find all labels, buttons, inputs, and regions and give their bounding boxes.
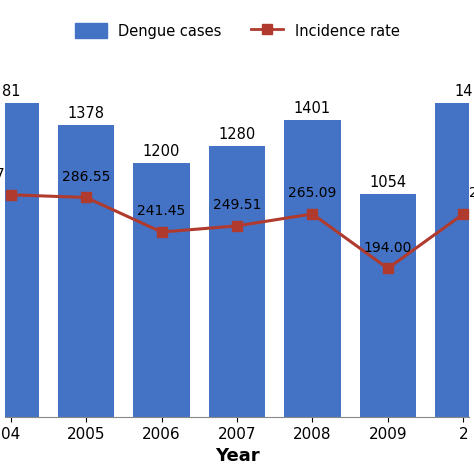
Text: 265.09: 265.09 bbox=[288, 186, 337, 200]
Bar bbox=[58, 125, 114, 417]
X-axis label: Year: Year bbox=[215, 447, 259, 465]
Bar bbox=[360, 194, 416, 417]
Bar bbox=[209, 146, 265, 417]
Text: 241.45: 241.45 bbox=[137, 204, 186, 218]
Text: 194.00: 194.00 bbox=[364, 241, 412, 255]
Bar bbox=[0, 103, 39, 417]
Text: 1054: 1054 bbox=[369, 175, 406, 190]
Text: 14: 14 bbox=[454, 84, 473, 100]
Bar bbox=[435, 103, 474, 417]
Text: 286.55: 286.55 bbox=[62, 170, 110, 184]
Text: 1200: 1200 bbox=[143, 144, 180, 159]
Legend: Dengue cases, Incidence rate: Dengue cases, Incidence rate bbox=[69, 18, 405, 45]
Text: 1280: 1280 bbox=[219, 127, 255, 142]
Bar bbox=[284, 120, 341, 417]
Text: 0.07: 0.07 bbox=[0, 167, 5, 181]
Text: 26: 26 bbox=[469, 186, 474, 200]
Bar bbox=[133, 163, 190, 417]
Text: 1401: 1401 bbox=[294, 101, 331, 117]
Text: 81: 81 bbox=[1, 84, 20, 100]
Text: 1378: 1378 bbox=[68, 106, 105, 121]
Text: 249.51: 249.51 bbox=[213, 198, 261, 212]
